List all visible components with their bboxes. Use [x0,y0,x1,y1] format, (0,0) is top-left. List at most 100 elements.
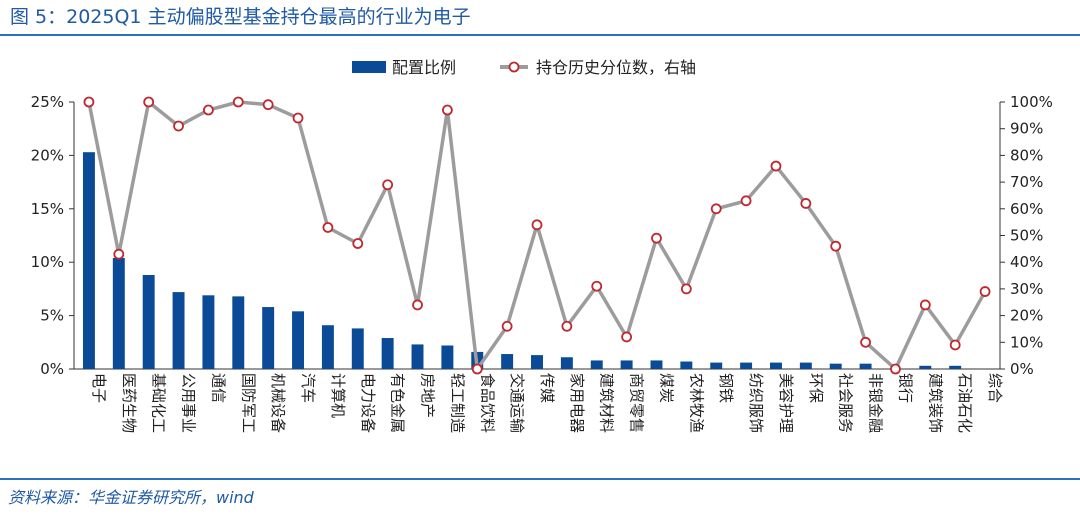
category-label: 医药生物 [120,373,138,433]
category-label: 家用电器 [568,373,586,433]
line-point [860,336,871,348]
legend: 配置比例 持仓历史分位数，右轴 [352,58,696,77]
bar [112,257,125,369]
right-tick-label: 60% [1010,200,1043,218]
line-point [770,160,782,172]
bar [740,362,753,369]
category-label: 建筑装饰 [926,373,944,433]
line-point [651,232,662,244]
bar [292,311,305,369]
line-point [621,331,633,343]
title-rule [0,34,1080,36]
right-tick-label: 80% [1010,146,1043,164]
category-label: 非银金融 [867,373,885,433]
line-point [203,104,214,116]
bar [829,363,842,369]
line-point [143,96,155,108]
category-label: 有色金属 [389,373,407,433]
category-label: 美容护理 [777,373,795,433]
line-point [800,198,812,209]
line-series [83,96,991,375]
right-tick-label: 0% [1010,360,1034,378]
category-label: 环保 [807,373,825,403]
right-tick-label: 40% [1010,253,1043,271]
bar [560,357,573,369]
category-label: 国防军工 [239,373,257,433]
bar [590,360,603,369]
bar [351,328,364,369]
right-tick-label: 30% [1010,280,1043,298]
bar [82,152,95,369]
bar [501,354,514,369]
category-label: 银行 [896,373,914,403]
right-tick-label: 70% [1010,173,1043,191]
chart: 配置比例 持仓历史分位数，右轴 0% 5% 10% 15% 20% 25% 0% 10% 20%… [31,58,1053,433]
line-point [83,96,95,108]
bar [531,355,543,369]
line-point [531,219,543,231]
bar [441,345,454,369]
bar [650,360,663,369]
left-tick-label: 15% [31,200,64,218]
bar [710,362,723,369]
left-tick-label: 10% [31,253,64,271]
line-point [919,299,931,311]
category-label: 石油石化 [956,373,974,433]
bar [859,363,872,369]
category-label: 公用事业 [180,373,198,433]
bar [262,307,275,369]
bar [321,325,334,369]
category-label: 钢铁 [717,373,735,403]
left-tick-label: 25% [31,93,64,111]
line-point [382,179,394,191]
bar [799,362,812,369]
legend-bar-swatch [352,61,386,73]
left-tick-label: 5% [40,307,64,325]
category-label: 通信 [209,373,227,403]
bar [172,292,185,369]
footer-rule [0,478,1080,480]
line-point [471,363,483,375]
percentile-line [87,100,987,371]
category-label: 基础化工 [150,373,168,433]
category-label: 交通运输 [508,373,526,433]
line-point [262,99,274,111]
bar [949,365,962,369]
category-label: 农林牧渔 [687,373,705,433]
category-label: 房地产 [419,373,437,418]
line-point [113,248,125,260]
left-tick-label: 20% [31,146,64,164]
line-point [710,203,722,215]
line-point [830,240,842,252]
category-label: 传媒 [538,373,556,403]
category-label: 机械设备 [269,373,287,433]
figure-title: 图 5：2025Q1 主动偏股型基金持仓最高的行业为电子 [10,6,471,28]
legend-line-marker [508,61,520,73]
line-point [680,283,692,295]
bar [919,365,932,369]
line-point [232,96,244,108]
line-point [322,222,334,233]
bar [202,295,215,369]
right-tick-label: 50% [1010,227,1043,245]
line-point [591,280,603,292]
category-label: 电子 [90,373,108,403]
line-point [352,238,364,249]
right-tick-label: 90% [1010,120,1043,138]
line-point [949,339,961,351]
category-label: 轻工制造 [448,373,466,433]
right-tick-label: 100% [1010,93,1053,111]
bar [142,275,155,369]
axes: 0% 5% 10% 15% 20% 25% 0% 10% 20% 30% 40% 50% 60% 70% 8… [31,93,1053,378]
category-label: 电力设备 [359,373,377,433]
right-tick-label: 20% [1010,307,1043,325]
source-note: 资料来源：华金证券研究所，wind [8,488,254,507]
bar [411,344,424,369]
line-point [412,299,423,311]
bar [381,338,394,369]
left-tick-label: 0% [40,360,64,378]
category-label: 建筑材料 [598,373,616,433]
category-label: 食品饮料 [478,373,496,433]
category-label: 商贸零售 [628,373,646,433]
line-point [173,120,184,132]
